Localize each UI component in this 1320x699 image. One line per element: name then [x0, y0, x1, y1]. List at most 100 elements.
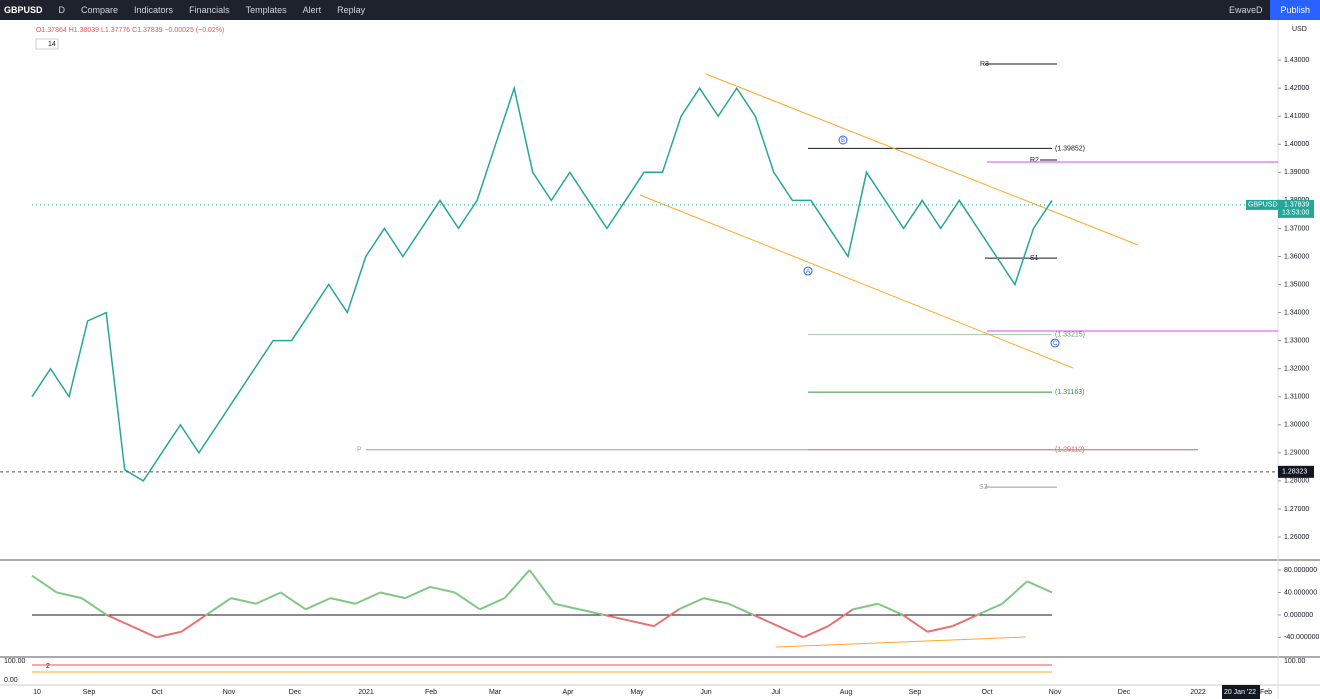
ohlc-legend: O1.37864 H1.38039 L1.37776 C1.37839 −0.0… — [36, 27, 224, 34]
x-tick-label: Jun — [700, 689, 711, 696]
x-tick-label: Feb — [425, 689, 437, 696]
x-tick-label: Feb — [1260, 689, 1272, 696]
oscillator-segment — [1001, 580, 1028, 605]
last-price-symbol: GBPUSD — [1248, 202, 1278, 209]
x-tick-label: 2022 — [1190, 689, 1206, 696]
oscillator-segment — [728, 602, 754, 616]
oscillator-segment — [156, 630, 182, 639]
oscillator-segment — [1026, 580, 1053, 594]
toolbar-button[interactable]: Templates — [245, 5, 287, 15]
x-tick-label: Jul — [772, 689, 781, 696]
x-tick-label: 10 — [33, 689, 41, 696]
level-label: (1.39852) — [1055, 145, 1085, 152]
oscillator-segment — [554, 602, 580, 611]
x-tick-label: 20 Jan '22 — [1224, 689, 1256, 696]
oscillator-segment — [56, 591, 82, 600]
wave-marker — [838, 135, 848, 145]
oscillator-segment — [877, 602, 904, 616]
countdown: 13:53:00 — [1282, 210, 1309, 217]
oscillator-segment — [280, 591, 307, 611]
wave-marker — [1050, 338, 1060, 348]
divergence-line — [775, 636, 1027, 648]
currency: USD — [1292, 26, 1307, 33]
oscillator-segment — [429, 585, 456, 594]
y-tick-label: 1.32000 — [1284, 366, 1309, 373]
interval[interactable]: D — [58, 5, 66, 15]
oscillator-segment — [653, 608, 680, 627]
oscillator-segment — [355, 591, 381, 605]
x-tick-label: Dec — [1118, 689, 1131, 696]
y-tick-label: 1.36000 — [1284, 253, 1309, 260]
y-tick-label: 1.31000 — [1284, 394, 1309, 401]
oscillator-segment — [753, 614, 779, 628]
oscillator-segment — [802, 625, 829, 639]
oscillator-segment — [852, 602, 879, 611]
y-tick-label: 1.26000 — [1284, 534, 1309, 541]
level-label: (1.31163) — [1055, 389, 1084, 396]
panel-label: 0.00 — [4, 677, 18, 684]
oscillator-segment — [777, 625, 804, 639]
x-tick-label: Nov — [223, 689, 236, 696]
price-tag — [1278, 199, 1314, 218]
account[interactable]: EwaveD — [1228, 5, 1263, 15]
y-tick-label: 1.27000 — [1284, 506, 1309, 513]
oscillator-segment — [827, 608, 854, 627]
toolbar: GBPUSD D Compare Indicators Financials Templa… — [0, 0, 1320, 20]
y-tick-label: 1.29000 — [1284, 450, 1309, 457]
oscillator-segment — [180, 614, 207, 633]
x-tick-label: Oct — [982, 689, 993, 696]
oscillator-segment — [678, 597, 705, 611]
toolbar-button[interactable]: Financials — [189, 5, 230, 15]
y-tick-label: 1.34000 — [1284, 309, 1309, 316]
oscillator-segment — [703, 597, 729, 605]
y-tick-label: 1.33000 — [1284, 337, 1309, 344]
y-tick-label: 1.39000 — [1284, 169, 1309, 176]
oscillator-segment — [31, 574, 58, 594]
toolbar-button[interactable]: Indicators — [134, 5, 174, 15]
panel-label: 100.00 — [4, 658, 26, 665]
last-price-tag — [1246, 199, 1278, 210]
y-tick-label: 0.000000 — [1284, 612, 1313, 619]
oscillator-segment — [628, 619, 655, 628]
oscillator-segment — [479, 597, 506, 611]
oscillator-segment — [230, 597, 257, 605]
indicator-box — [35, 38, 59, 50]
toolbar-button[interactable]: Alert — [302, 5, 322, 15]
x-tick-label: Apr — [563, 689, 575, 696]
level-label: P — [357, 447, 362, 454]
y-tick-label: 1.41000 — [1284, 113, 1309, 120]
channel-line — [639, 194, 1074, 369]
oscillator-segment — [927, 625, 953, 633]
symbol[interactable]: GBPUSD — [4, 5, 43, 15]
oscillator-segment — [579, 608, 605, 616]
toolbar-button[interactable]: Replay — [337, 5, 366, 15]
y-tick-label: -40.000000 — [1284, 634, 1320, 641]
x-tick-label: 2021 — [358, 689, 374, 696]
x-tick-label: Sep — [909, 689, 922, 696]
y-tick-label: 1.40000 — [1284, 141, 1309, 148]
level-label: R2 — [1030, 157, 1039, 164]
x-tick-label: Mar — [489, 689, 502, 696]
toolbar-button[interactable]: Compare — [81, 5, 119, 15]
y-tick-label: 1.43000 — [1284, 57, 1309, 64]
crosshair-tag — [1278, 465, 1314, 478]
oscillator-segment — [131, 625, 157, 639]
oscillator-segment — [255, 591, 282, 605]
price-tag-label: 1.37839 — [1284, 202, 1309, 209]
chart: O1.37864 H1.38039 L1.37776 C1.37839 −0.0… — [0, 20, 1320, 699]
crosshair-label: 1.28323 — [1282, 469, 1307, 476]
oscillator-segment — [81, 597, 108, 616]
oscillator-segment — [106, 614, 132, 628]
level-label: S3 — [979, 484, 988, 491]
wave-label: B — [841, 138, 845, 144]
date-tag — [1222, 685, 1260, 699]
oscillator-segment — [528, 569, 556, 605]
panel-label: 2 — [46, 663, 50, 670]
oscillator-segment — [952, 614, 978, 628]
publish-button[interactable]: Publish — [1270, 0, 1320, 20]
chart-bg — [0, 20, 1320, 699]
oscillator-segment — [404, 586, 431, 600]
y-tick-label: 1.42000 — [1284, 85, 1309, 92]
oscillator-segment — [976, 602, 1003, 616]
